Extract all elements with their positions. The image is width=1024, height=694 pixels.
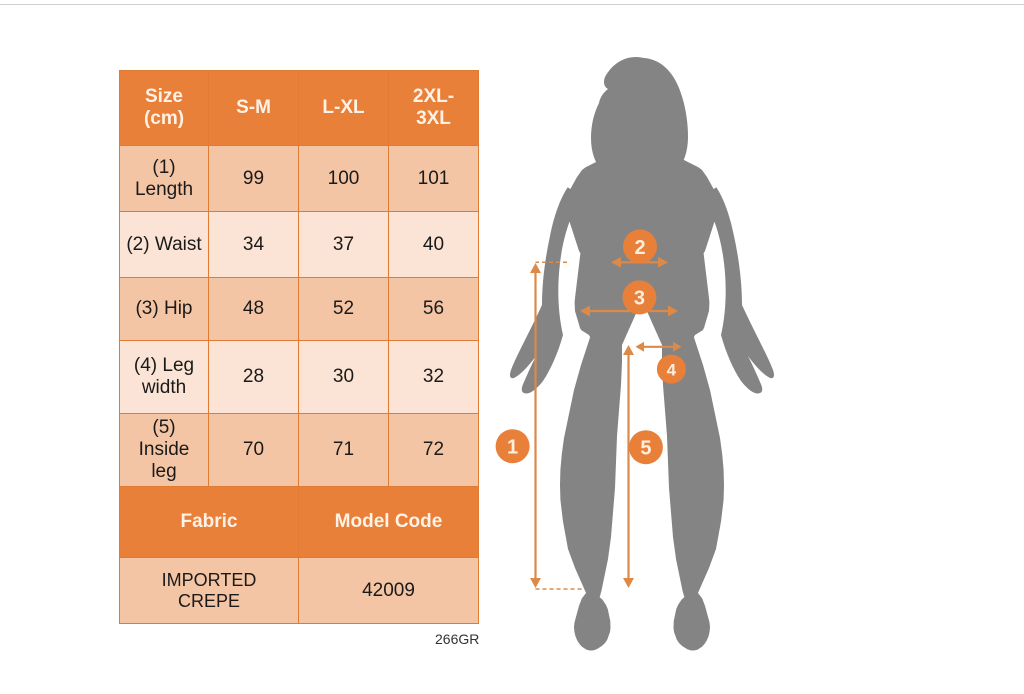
- svg-text:4: 4: [667, 360, 677, 379]
- svg-text:3: 3: [634, 288, 645, 310]
- svg-text:2: 2: [634, 237, 645, 259]
- svg-text:1: 1: [507, 437, 518, 459]
- svg-text:5: 5: [640, 438, 651, 460]
